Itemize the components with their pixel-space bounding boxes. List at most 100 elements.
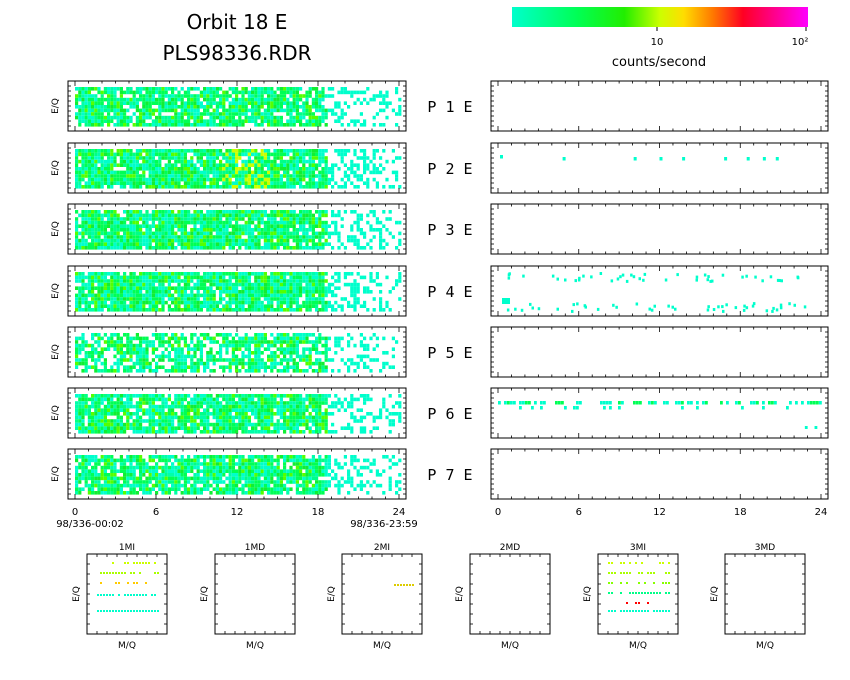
- heatmap-cell: [171, 404, 175, 409]
- heatmap-cell: [190, 123, 194, 127]
- heatmap-cell: [135, 97, 139, 102]
- heatmap-cell: [235, 159, 239, 164]
- heatmap-cell: [244, 336, 248, 341]
- heatmap-cell: [372, 279, 376, 283]
- heatmap-cell: [177, 347, 181, 351]
- heatmap-cell: [174, 304, 178, 308]
- heatmap-cell: [97, 97, 101, 102]
- heatmap-cell: [87, 343, 91, 348]
- heatmap-cell: [363, 119, 367, 123]
- heatmap-cell: [321, 336, 325, 341]
- heatmap-cell: [212, 174, 216, 178]
- heatmap-cell: [324, 108, 328, 113]
- heatmap-cell: [94, 293, 98, 298]
- heatmap-cell: [183, 90, 187, 95]
- heatmap-cell: [142, 369, 146, 373]
- heatmap-cell: [167, 181, 171, 185]
- heatmap-cell: [372, 123, 376, 127]
- heatmap-cell: [171, 419, 175, 423]
- heatmap-cell: [299, 369, 303, 373]
- heatmap-cell: [135, 115, 139, 120]
- heatmap-cell: [238, 112, 242, 116]
- heatmap-cell: [148, 426, 152, 430]
- heatmap-cell: [222, 304, 226, 308]
- heatmap-cell: [103, 304, 107, 308]
- heatmap-cell: [219, 123, 223, 127]
- heatmap-cell: [308, 290, 312, 294]
- heatmap-cell: [142, 297, 146, 301]
- heatmap-cell: [311, 238, 315, 243]
- heatmap-cell: [158, 167, 162, 171]
- heatmap-cell: [94, 358, 98, 362]
- heatmap-cell: [209, 336, 213, 341]
- heatmap-cell: [308, 185, 312, 189]
- heatmap-cell: [91, 394, 95, 398]
- heatmap-cell: [171, 286, 175, 290]
- heatmap-cell: [305, 112, 309, 116]
- heatmap-cell: [187, 343, 191, 348]
- heatmap-cell: [222, 231, 226, 236]
- heatmap-cell: [356, 156, 360, 160]
- heatmap-cell: [222, 108, 226, 113]
- heatmap-cell: [308, 304, 312, 308]
- heatmap-cell: [187, 108, 191, 113]
- heatmap-cell: [103, 422, 107, 427]
- heatmap-cell: [148, 304, 152, 308]
- heatmap-cell: [171, 108, 175, 113]
- heatmap-cell: [254, 235, 258, 239]
- heatmap-cell: [353, 300, 357, 305]
- heatmap-cell: [139, 97, 143, 102]
- heatmap-cell: [190, 333, 194, 337]
- heatmap-cell: [87, 97, 91, 102]
- heatmap-cell: [142, 282, 146, 287]
- heatmap-cell: [81, 279, 85, 283]
- heatmap-cell: [174, 87, 178, 91]
- heatmap-cell: [75, 426, 79, 430]
- heatmap-cell: [279, 358, 283, 362]
- heatmap-cell: [81, 213, 85, 218]
- heatmap-cell: [299, 340, 303, 344]
- heatmap-cell: [91, 210, 95, 214]
- heatmap-cell: [97, 358, 101, 362]
- heatmap-cell: [94, 426, 98, 430]
- heatmap-cell: [84, 354, 88, 359]
- heatmap-cell: [302, 220, 306, 225]
- heatmap-cell: [199, 94, 203, 98]
- heatmap-cell: [260, 177, 264, 182]
- heatmap-cell: [132, 308, 136, 312]
- heatmap-cell: [347, 304, 351, 308]
- heatmap-cell: [94, 156, 98, 160]
- heatmap-cell: [171, 220, 175, 225]
- heatmap-cell: [299, 308, 303, 312]
- heatmap-cell: [164, 224, 168, 228]
- heatmap-cell: [110, 297, 114, 301]
- heatmap-cell: [193, 369, 197, 373]
- heatmap-cell: [193, 419, 197, 423]
- heatmap-cell: [276, 333, 280, 337]
- heatmap-cell: [222, 210, 226, 214]
- heatmap-cell: [206, 412, 210, 416]
- heatmap-cell: [276, 156, 280, 160]
- heatmap-cell: [260, 112, 264, 116]
- heatmap-cell: [158, 246, 162, 250]
- heatmap-cell: [315, 87, 319, 91]
- heatmap-cell: [174, 159, 178, 164]
- heatmap-cell: [308, 300, 312, 305]
- heatmap-cell: [283, 238, 287, 243]
- heatmap-cell: [215, 415, 219, 420]
- heatmap-cell: [164, 152, 168, 157]
- heatmap-cell: [81, 228, 85, 232]
- heatmap-cell: [107, 430, 111, 434]
- heatmap-cell: [190, 149, 194, 153]
- heatmap-cell: [142, 87, 146, 91]
- heatmap-cell: [87, 159, 91, 164]
- heatmap-cell: [286, 210, 290, 214]
- heatmap-cell: [289, 235, 293, 239]
- heatmap-cell: [81, 97, 85, 102]
- heatmap-cell: [247, 300, 251, 305]
- heatmap-cell: [302, 108, 306, 113]
- heatmap-cell: [225, 170, 229, 175]
- heatmap-cell: [257, 343, 261, 348]
- heatmap-cell: [91, 430, 95, 434]
- heatmap-cell: [244, 300, 248, 305]
